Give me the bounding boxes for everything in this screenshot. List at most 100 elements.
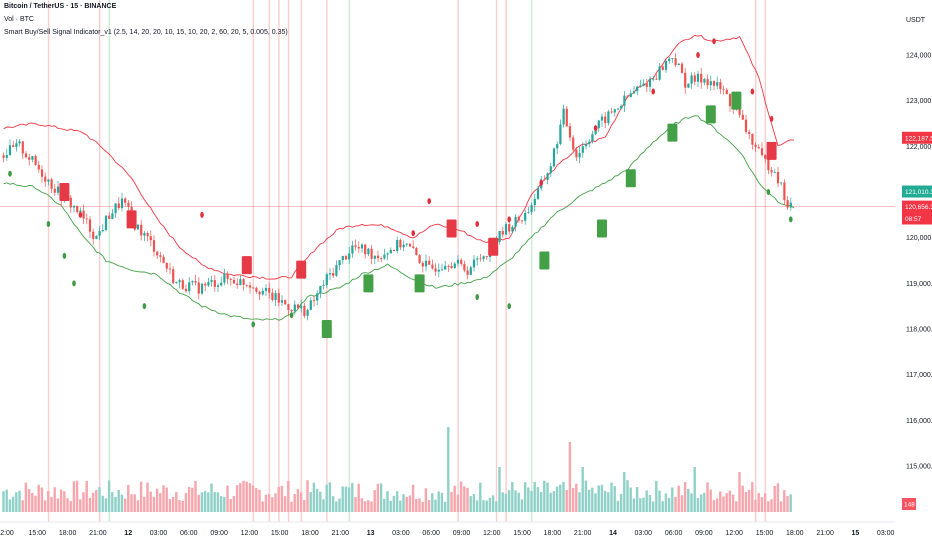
price-tag — [902, 185, 932, 198]
volume-legend[interactable]: Vol · BTC — [4, 16, 34, 23]
sell-dot — [200, 211, 204, 218]
volume-bar — [431, 493, 434, 512]
symbol-title[interactable]: Bitcoin / TetherUS · 15 · BINANCE — [4, 3, 117, 10]
volume-bar — [88, 497, 92, 512]
volume-bar — [581, 467, 584, 512]
volume-bar — [15, 492, 18, 512]
price-tag — [902, 131, 932, 144]
candle-body — [88, 219, 92, 232]
candle-body — [376, 255, 380, 259]
sell-dot — [507, 216, 512, 223]
buy-dot — [789, 216, 793, 223]
volume-bar — [623, 472, 626, 512]
volume-bar — [139, 481, 143, 512]
candle-body — [764, 155, 767, 159]
candle-body — [767, 158, 770, 171]
time-tick-label: 03:00 — [635, 530, 653, 537]
volume-bar — [447, 427, 450, 512]
volume-bar — [626, 480, 629, 512]
candle-body — [143, 233, 146, 236]
time-tick-label: 21:00 — [574, 530, 592, 537]
volume-bar — [66, 498, 69, 512]
price-tag-label: 122,187.53 — [905, 135, 932, 142]
volume-bar — [555, 486, 559, 512]
volume-bar — [728, 490, 732, 512]
candle-body — [501, 230, 504, 235]
volume-bar — [146, 482, 149, 512]
candle-body — [687, 83, 690, 88]
candle-body — [648, 78, 652, 87]
volume-bar — [18, 490, 21, 512]
candle-body — [543, 179, 546, 181]
volume-bars — [2, 427, 792, 512]
volume-bar — [411, 484, 415, 512]
candle-body — [197, 282, 200, 294]
candle-body — [773, 172, 776, 173]
volume-bar — [219, 496, 223, 512]
price-tick-label: 116,000.00 — [906, 418, 932, 425]
volume-bar — [469, 496, 472, 512]
volume-bar — [671, 487, 674, 512]
candle-body — [786, 200, 789, 208]
volume-bar — [434, 499, 437, 512]
volume-bar — [597, 485, 600, 512]
signal-vline — [326, 0, 328, 522]
candle-body — [604, 116, 607, 124]
time-tick-label: 18:00 — [544, 530, 562, 537]
signal-tags — [59, 91, 777, 338]
candle-body — [431, 264, 434, 269]
candle-body — [418, 255, 421, 263]
volume-bar — [8, 499, 12, 512]
candle-body — [722, 89, 725, 90]
candle-body — [79, 210, 82, 213]
candle-body — [664, 60, 668, 70]
volume-bar — [760, 497, 764, 512]
candle-body — [364, 244, 367, 255]
candle-body — [325, 274, 328, 286]
candle-body — [738, 109, 741, 115]
volume-bar — [162, 485, 165, 512]
volume-bar — [450, 492, 453, 512]
candle-body — [18, 141, 21, 144]
volume-bar — [363, 501, 367, 512]
indicator-legend[interactable]: Smart Buy/Sell Signal Indicator_v1 (2.5,… — [4, 29, 288, 36]
volume-bar — [584, 480, 588, 512]
candle-body — [354, 245, 357, 248]
sell-signal-tag — [488, 237, 499, 256]
volume-bar — [120, 494, 124, 512]
candle-body — [24, 153, 28, 158]
volume-bar — [312, 482, 316, 512]
volume-bar — [351, 482, 354, 512]
candle-body — [498, 230, 501, 242]
time-axis[interactable]: 2:00 15:00 18:00 21:00 12 03:00 06:00 09:00 12:0… — [0, 521, 895, 537]
candle-body — [383, 254, 386, 259]
buy-signal-tag — [625, 169, 636, 188]
volume-bar — [587, 489, 591, 512]
signal-vline — [764, 0, 766, 522]
volume-bar — [194, 480, 197, 512]
candle-body — [386, 253, 389, 255]
candle-body — [434, 268, 437, 272]
candle-body — [581, 146, 584, 153]
volume-bar — [783, 490, 786, 512]
price-axis[interactable]: USDT124,000.00123,000.00122,000.00121,00… — [896, 0, 932, 550]
price-tick-label: 118,000.00 — [906, 327, 932, 334]
candle-body — [348, 253, 351, 260]
sell-dot — [750, 88, 755, 95]
volume-bar — [2, 491, 5, 512]
candle-body — [188, 282, 191, 292]
candle-body — [642, 83, 645, 86]
volume-bar — [235, 485, 239, 512]
sell-signal-tag — [446, 219, 457, 238]
volume-bar — [472, 494, 476, 512]
volume-bar — [520, 499, 524, 512]
candle-body — [565, 108, 568, 127]
candle-body — [53, 188, 56, 193]
volume-bar — [687, 488, 690, 512]
volume-bar — [27, 489, 31, 512]
candle-body — [453, 263, 456, 268]
time-tick-label: 03:00 — [150, 530, 168, 537]
candle-body — [770, 170, 773, 173]
candle-body — [124, 198, 127, 203]
candle-body — [700, 73, 703, 83]
